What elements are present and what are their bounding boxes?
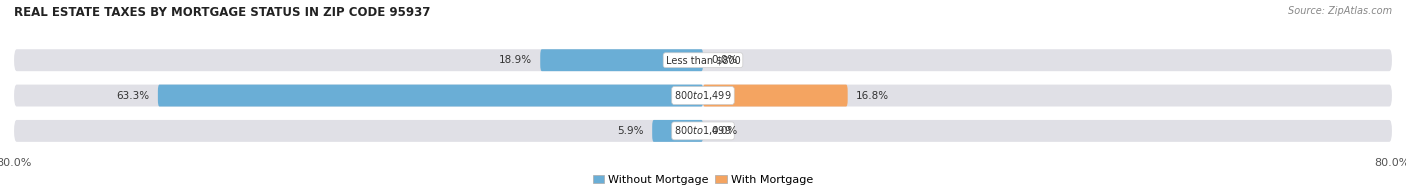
Text: REAL ESTATE TAXES BY MORTGAGE STATUS IN ZIP CODE 95937: REAL ESTATE TAXES BY MORTGAGE STATUS IN …	[14, 6, 430, 19]
FancyBboxPatch shape	[14, 49, 1392, 71]
FancyBboxPatch shape	[14, 120, 1392, 142]
Text: 16.8%: 16.8%	[856, 90, 890, 101]
Legend: Without Mortgage, With Mortgage: Without Mortgage, With Mortgage	[588, 170, 818, 190]
FancyBboxPatch shape	[14, 85, 1392, 106]
FancyBboxPatch shape	[703, 85, 848, 106]
Text: 63.3%: 63.3%	[117, 90, 149, 101]
Text: 18.9%: 18.9%	[499, 55, 531, 65]
Text: $800 to $1,499: $800 to $1,499	[675, 89, 731, 102]
Text: 0.0%: 0.0%	[711, 126, 738, 136]
FancyBboxPatch shape	[157, 85, 703, 106]
Text: Less than $800: Less than $800	[665, 55, 741, 65]
FancyBboxPatch shape	[540, 49, 703, 71]
Text: 5.9%: 5.9%	[617, 126, 644, 136]
Text: $800 to $1,499: $800 to $1,499	[675, 124, 731, 137]
Text: Source: ZipAtlas.com: Source: ZipAtlas.com	[1288, 6, 1392, 16]
Text: 0.0%: 0.0%	[711, 55, 738, 65]
FancyBboxPatch shape	[652, 120, 703, 142]
